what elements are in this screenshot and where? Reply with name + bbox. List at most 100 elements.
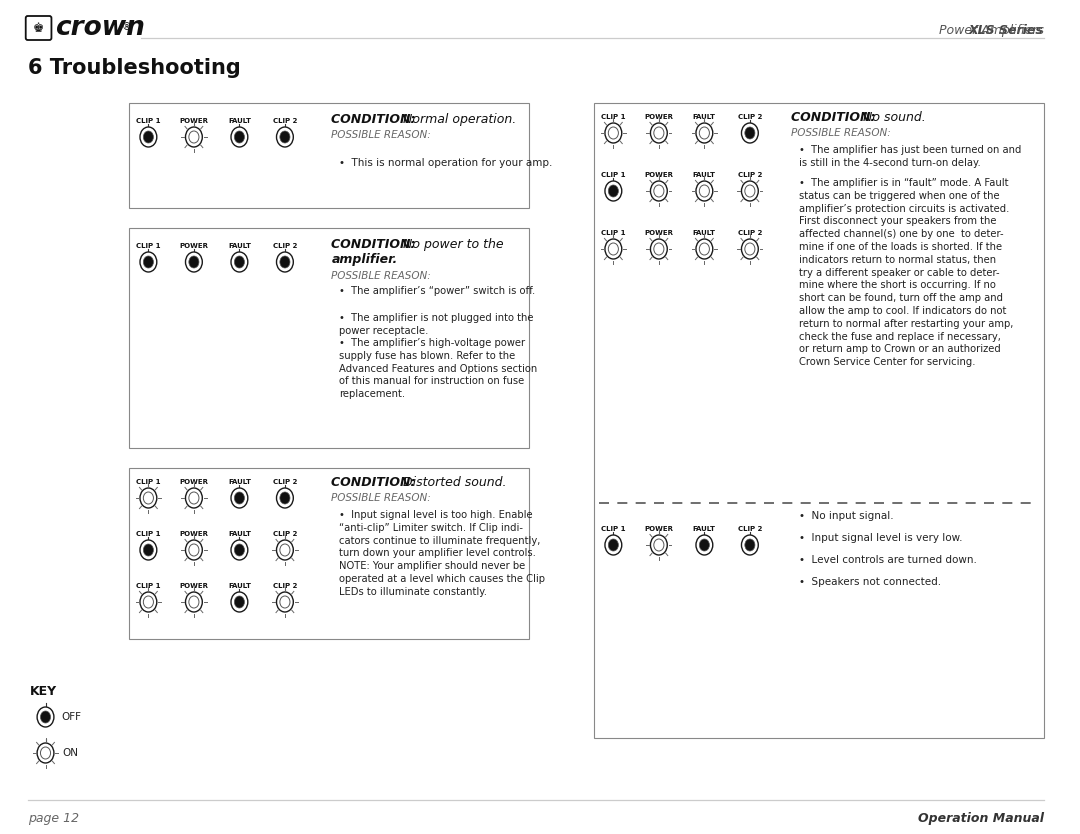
- Ellipse shape: [276, 488, 294, 508]
- Ellipse shape: [276, 127, 294, 147]
- Ellipse shape: [234, 596, 244, 608]
- Ellipse shape: [231, 252, 247, 272]
- Text: page 12: page 12: [28, 812, 79, 825]
- Ellipse shape: [742, 535, 758, 555]
- Ellipse shape: [231, 540, 247, 560]
- Ellipse shape: [140, 488, 157, 508]
- Bar: [129, 103, 529, 208]
- Text: FAULT: FAULT: [693, 114, 716, 120]
- Text: CLIP 2: CLIP 2: [738, 172, 762, 178]
- Text: crown: crown: [55, 15, 146, 41]
- Ellipse shape: [696, 239, 713, 259]
- Text: POSSIBLE REASON:: POSSIBLE REASON:: [792, 128, 891, 138]
- Text: FAULT: FAULT: [693, 230, 716, 236]
- Text: Operation Manual: Operation Manual: [918, 812, 1043, 825]
- Text: CONDITION:: CONDITION:: [332, 476, 420, 489]
- Ellipse shape: [608, 127, 619, 139]
- Text: CLIP 1: CLIP 1: [602, 172, 625, 178]
- Text: CLIP 2: CLIP 2: [738, 114, 762, 120]
- Ellipse shape: [696, 181, 713, 201]
- Text: CLIP 1: CLIP 1: [136, 118, 161, 124]
- Text: POWER: POWER: [179, 583, 208, 589]
- Text: XLS Series: XLS Series: [969, 24, 1043, 37]
- Ellipse shape: [144, 596, 153, 608]
- Text: •  Speakers not connected.: • Speakers not connected.: [799, 577, 942, 587]
- Ellipse shape: [745, 539, 755, 551]
- Text: CONDITION:: CONDITION:: [792, 111, 880, 124]
- Text: CLIP 1: CLIP 1: [602, 230, 625, 236]
- Ellipse shape: [605, 239, 622, 259]
- Ellipse shape: [653, 185, 664, 197]
- Ellipse shape: [700, 185, 710, 197]
- Text: CLIP 1: CLIP 1: [602, 114, 625, 120]
- Ellipse shape: [234, 256, 244, 268]
- Text: •  This is normal operation for your amp.: • This is normal operation for your amp.: [339, 158, 553, 168]
- Ellipse shape: [40, 711, 51, 723]
- Ellipse shape: [140, 592, 157, 612]
- Ellipse shape: [650, 181, 667, 201]
- Text: POWER: POWER: [179, 479, 208, 485]
- Ellipse shape: [276, 592, 294, 612]
- Text: •  The amplifier is not plugged into the
power receptacle.: • The amplifier is not plugged into the …: [339, 313, 534, 336]
- Text: •  The amplifier’s “power” switch is off.: • The amplifier’s “power” switch is off.: [339, 286, 536, 296]
- Text: CLIP 1: CLIP 1: [136, 531, 161, 537]
- Text: CLIP 2: CLIP 2: [273, 531, 297, 537]
- Text: POWER: POWER: [179, 118, 208, 124]
- Ellipse shape: [280, 256, 289, 268]
- Text: POWER: POWER: [179, 531, 208, 537]
- Ellipse shape: [231, 488, 247, 508]
- Text: ®: ®: [122, 22, 132, 32]
- Ellipse shape: [280, 544, 289, 556]
- Ellipse shape: [144, 544, 153, 556]
- Text: amplifier.: amplifier.: [332, 253, 397, 266]
- Text: POWER: POWER: [179, 243, 208, 249]
- Ellipse shape: [653, 539, 664, 551]
- Ellipse shape: [231, 592, 247, 612]
- Ellipse shape: [144, 131, 153, 143]
- Text: FAULT: FAULT: [693, 526, 716, 532]
- Ellipse shape: [650, 535, 667, 555]
- Ellipse shape: [186, 488, 202, 508]
- Ellipse shape: [608, 243, 619, 255]
- Ellipse shape: [40, 747, 51, 759]
- Ellipse shape: [280, 131, 289, 143]
- Ellipse shape: [696, 123, 713, 143]
- Text: CLIP 2: CLIP 2: [738, 526, 762, 532]
- Ellipse shape: [608, 185, 619, 197]
- FancyBboxPatch shape: [26, 16, 52, 40]
- Ellipse shape: [650, 123, 667, 143]
- Ellipse shape: [605, 123, 622, 143]
- Ellipse shape: [605, 535, 622, 555]
- Ellipse shape: [37, 707, 54, 727]
- Text: POWER: POWER: [645, 172, 673, 178]
- Text: CLIP 1: CLIP 1: [136, 583, 161, 589]
- Text: CLIP 1: CLIP 1: [136, 243, 161, 249]
- Text: CLIP 2: CLIP 2: [273, 118, 297, 124]
- Bar: [129, 228, 529, 448]
- Ellipse shape: [189, 256, 199, 268]
- Text: •  Input signal level is very low.: • Input signal level is very low.: [799, 533, 963, 543]
- Text: FAULT: FAULT: [228, 531, 251, 537]
- Text: POSSIBLE REASON:: POSSIBLE REASON:: [332, 493, 431, 503]
- Text: ♚: ♚: [33, 22, 44, 34]
- Ellipse shape: [189, 596, 199, 608]
- Ellipse shape: [186, 252, 202, 272]
- Text: Normal operation.: Normal operation.: [403, 113, 516, 126]
- Text: CLIP 1: CLIP 1: [136, 479, 161, 485]
- Text: •  The amplifier’s high-voltage power
supply fuse has blown. Refer to the
Advanc: • The amplifier’s high-voltage power sup…: [339, 338, 538, 399]
- Text: OFF: OFF: [62, 712, 81, 722]
- Ellipse shape: [608, 539, 619, 551]
- Ellipse shape: [186, 127, 202, 147]
- Ellipse shape: [231, 127, 247, 147]
- Ellipse shape: [700, 539, 710, 551]
- Text: ON: ON: [63, 748, 79, 758]
- Text: POWER: POWER: [645, 114, 673, 120]
- Text: CLIP 2: CLIP 2: [273, 243, 297, 249]
- Ellipse shape: [650, 239, 667, 259]
- Text: KEY: KEY: [29, 685, 57, 698]
- Ellipse shape: [653, 127, 664, 139]
- Text: CLIP 2: CLIP 2: [273, 583, 297, 589]
- Ellipse shape: [276, 252, 294, 272]
- Bar: [594, 103, 1043, 738]
- Ellipse shape: [144, 492, 153, 504]
